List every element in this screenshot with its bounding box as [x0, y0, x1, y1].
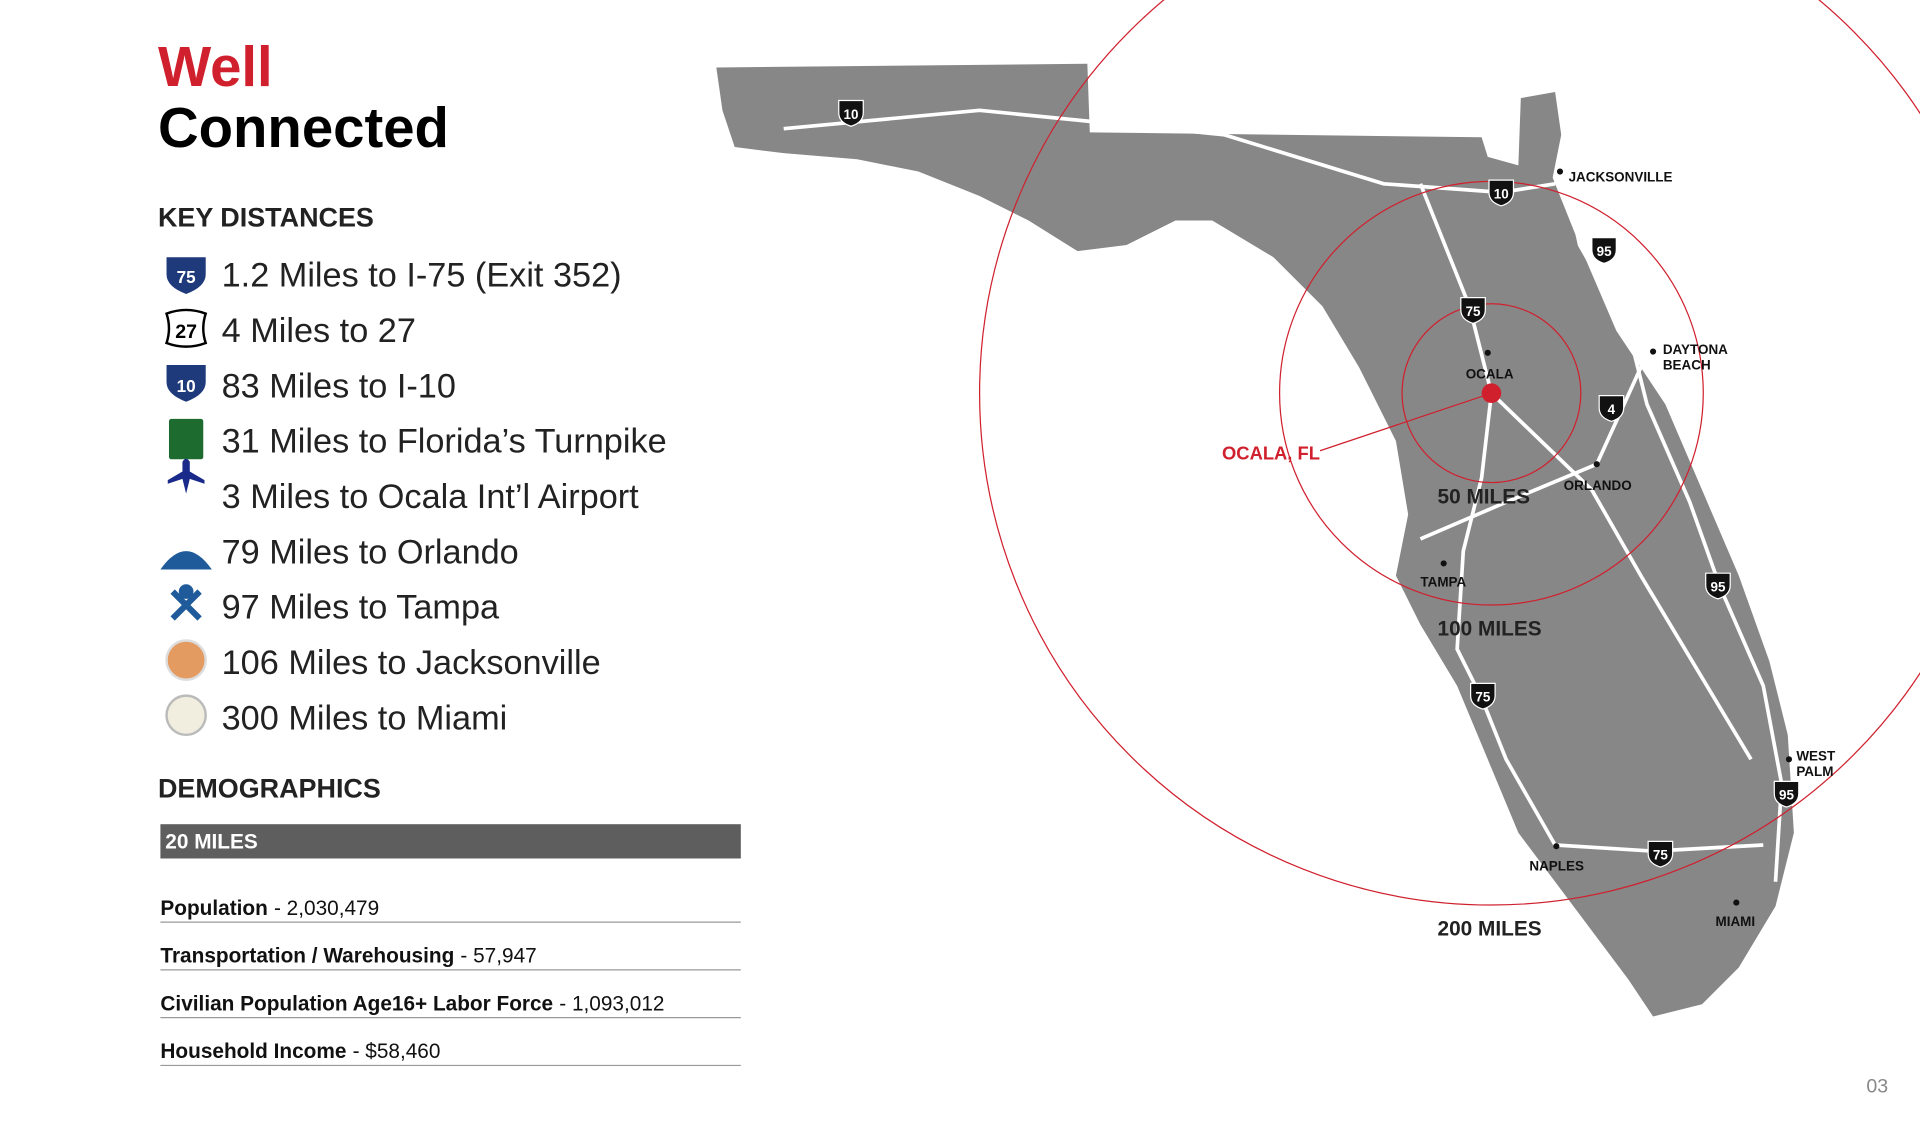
row-label: Transportation / Warehousing: [160, 945, 454, 968]
title-line2: Connected: [158, 96, 449, 159]
icon-label: 10: [177, 376, 196, 396]
ring-label: 100 MILES: [1438, 618, 1542, 641]
distance-item: 4 Miles to 27: [222, 312, 416, 350]
city-label: ORLANDO: [1564, 478, 1632, 493]
city-label: NAPLES: [1529, 859, 1584, 874]
city-label: DAYTONA: [1663, 342, 1728, 357]
shield: [1591, 237, 1617, 265]
row-value: - 1,093,012: [559, 992, 664, 1015]
city-dot: [1593, 461, 1600, 468]
ring-label: 200 MILES: [1438, 918, 1542, 941]
icon-us27: [164, 308, 208, 348]
title-line1: Well: [158, 35, 273, 98]
row-label: Population: [160, 897, 267, 920]
band-label: 20 MILES: [165, 831, 258, 854]
shield: [1647, 840, 1674, 868]
row-value: - 57,947: [460, 945, 536, 968]
band: [160, 824, 741, 859]
map: OCALA, FL 50 MILES 100 MILES 200 MILES JACK…: [716, 0, 1920, 1017]
city-label: OCALA: [1466, 366, 1514, 381]
demographic-row: Civilian Population Age16+ Labor Force - …: [160, 992, 664, 1015]
icon-tampa: [170, 589, 202, 621]
shield-label: 75: [1653, 848, 1668, 863]
icon-airport: [167, 458, 205, 494]
shield-label: 95: [1710, 580, 1725, 595]
city-dot: [1650, 348, 1657, 355]
section-heading: DEMOGRAPHICS: [158, 773, 381, 803]
shield-label: 95: [1597, 244, 1612, 259]
demographic-row: Transportation / Warehousing - 57,947: [160, 945, 536, 968]
icon-i10: [166, 365, 206, 402]
distance-item: 300 Miles to Miami: [222, 699, 508, 737]
row-label: Household Income: [160, 1040, 346, 1063]
row-value: - 2,030,479: [274, 897, 379, 920]
icon-jacksonville: [165, 639, 207, 681]
section-heading: KEY DISTANCES: [158, 203, 374, 233]
shield-label: 95: [1779, 788, 1794, 803]
demographic-row: Household Income - $58,460: [160, 1040, 440, 1063]
shield-label: 75: [1475, 690, 1490, 705]
site-label: OCALA, FL: [1222, 442, 1320, 463]
icon-miami: [165, 694, 207, 737]
map-labels: 50 MILES 100 MILES 200 MILES JACKSONVILLE OC…: [838, 99, 1836, 941]
shield: [838, 99, 864, 127]
leader: [1319, 392, 1492, 452]
shield-label: 75: [1466, 304, 1481, 319]
city-label: WEST: [1796, 749, 1836, 764]
ring-label: 50 MILES: [1438, 485, 1531, 508]
distance-item: 79 Miles to Orlando: [222, 533, 519, 571]
distance-item: 106 Miles to Jacksonville: [222, 644, 601, 682]
icon-i75: [166, 257, 206, 294]
shield-label: 10: [1494, 186, 1509, 201]
shield: [1598, 395, 1625, 422]
florida: [716, 63, 1794, 1017]
distance-item: 3 Miles to Ocala Int’l Airport: [222, 478, 640, 516]
city-label: PALM: [1796, 764, 1833, 779]
demographic-row: Population - 2,030,479: [160, 897, 379, 920]
icon-tampa-dot: [178, 584, 194, 599]
city-label: BEACH: [1663, 357, 1711, 372]
distance-list: 1.2 Miles to I-75 (Exit 352) 4 Miles to 2…: [222, 257, 667, 738]
row-label: Civilian Population Age16+ Labor Force: [160, 992, 553, 1015]
city-dot: [1733, 899, 1740, 906]
city-label: MIAMI: [1716, 914, 1756, 929]
distance-item: 31 Miles to Florida’s Turnpike: [222, 423, 667, 461]
city-dot: [1440, 560, 1447, 567]
shield: [1705, 572, 1731, 600]
page-number: 03: [1866, 1075, 1888, 1097]
icon-label: 27: [175, 321, 197, 343]
shield-label: 10: [844, 107, 859, 122]
city-dot: [1553, 843, 1560, 850]
distance-item: 97 Miles to Tampa: [222, 589, 500, 627]
shield: [1470, 682, 1496, 710]
city-label: JACKSONVILLE: [1569, 169, 1673, 184]
icon-label: 75: [177, 267, 197, 287]
icon-turnpike: [168, 418, 204, 460]
shield: [1460, 297, 1486, 325]
icon-orlando: [160, 551, 212, 570]
shield: [1488, 179, 1515, 207]
city-dot: [1785, 756, 1793, 763]
city-dot: [1484, 349, 1491, 356]
shield-label: 4: [1608, 402, 1616, 417]
distance-item: 1.2 Miles to I-75 (Exit 352): [222, 257, 622, 295]
icons: 75 27 10: [160, 257, 212, 737]
city-label: TAMPA: [1420, 575, 1466, 590]
row-value: - $58,460: [353, 1040, 441, 1063]
demographics-table: Population - 2,030,479 Transportation / Wa…: [160, 897, 741, 1067]
site-dot: [1481, 383, 1502, 403]
distance-item: 83 Miles to I-10: [222, 367, 456, 405]
city-dot: [1556, 168, 1564, 175]
shield: [1773, 780, 1800, 808]
